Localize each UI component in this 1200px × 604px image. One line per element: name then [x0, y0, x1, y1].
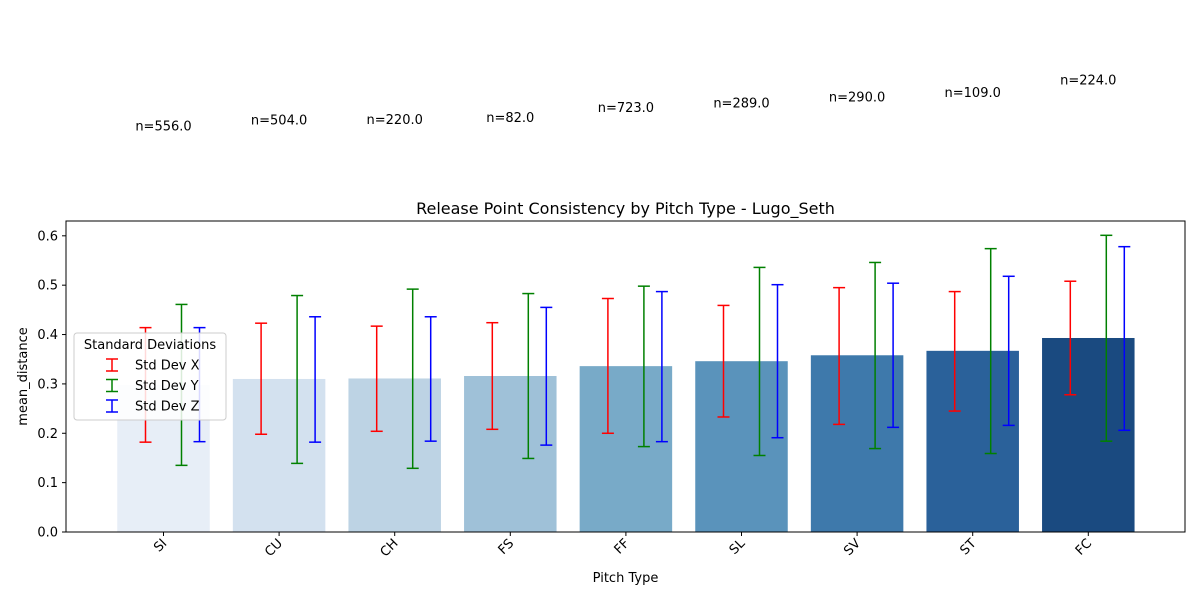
bar-cu [232, 378, 326, 532]
x-tick-label-fs: FS [496, 536, 518, 558]
y-tick-label: 0.4 [37, 328, 58, 343]
y-tick-label: 0.2 [37, 427, 58, 442]
x-tick-label-cu: CU [262, 536, 286, 560]
errorbar-std-dev-y-sv [869, 261, 882, 450]
count-label-si: n=556.0 [135, 120, 191, 135]
y-tick-label: 0.0 [37, 526, 58, 541]
errorbar-std-dev-z-st [1002, 275, 1015, 427]
count-label-fc: n=224.0 [1060, 74, 1116, 89]
count-labels: n=556.0 n=504.0 n=220.0 n=82.0 n=723.0 n=289.… [135, 74, 1116, 135]
count-label-sv: n=290.0 [829, 91, 885, 106]
legend-item-std-dev-z: Std Dev Z [106, 399, 200, 415]
bars [117, 337, 1135, 532]
errorbar-std-dev-z-ch [424, 316, 437, 442]
x-tick-label-fc: FC [1073, 536, 1095, 558]
errorbar-std-dev-z-cu [309, 316, 322, 443]
x-tick-label-sl: SL [727, 536, 749, 558]
y-tick-label: 0.6 [37, 229, 58, 244]
bar-sv [810, 355, 904, 532]
legend-item-std-dev-x: Std Dev X [106, 358, 200, 374]
errorbar-std-dev-x-fs [486, 321, 499, 431]
y-axis: 0.0 0.1 0.2 0.3 0.4 0.5 0.6 [37, 229, 66, 541]
count-label-ch: n=220.0 [367, 113, 423, 128]
errorbar-std-dev-y-st [984, 247, 997, 455]
errorbar-std-dev-x-sl [717, 304, 730, 418]
errorbar-std-dev-x-sv [833, 286, 846, 426]
errorbar-std-dev-z-fs [540, 306, 553, 446]
errorbar-std-dev-z-sl [771, 283, 784, 439]
legend-label: Std Dev X [135, 359, 200, 374]
bar-fs [464, 376, 557, 532]
errorbar-std-dev-y-fc [1100, 234, 1113, 442]
errorbar-std-dev-x-ff [601, 297, 614, 435]
legend-title: Standard Deviations [84, 338, 216, 353]
errorbar-std-dev-y-sl [753, 266, 766, 457]
errorbar-std-dev-y-ch [406, 288, 419, 470]
legend-box [73, 332, 227, 421]
errorbar-std-dev-y-cu [291, 294, 304, 465]
x-tick-label-si: SI [151, 536, 170, 555]
legend-label: Std Dev Y [135, 379, 199, 394]
y-tick-label: 0.5 [37, 279, 58, 294]
y-axis-label: mean_distance [16, 327, 31, 425]
error-bars [139, 234, 1131, 470]
count-label-st: n=109.0 [945, 86, 1001, 101]
y-tick-label: 0.3 [37, 377, 58, 392]
legend-label: Std Dev Z [135, 400, 200, 415]
errorbar-std-dev-x-ch [370, 325, 383, 433]
errorbar-std-dev-x-cu [255, 322, 268, 436]
bar-sl [695, 361, 788, 532]
x-axis: SI CU CH FS FF SL SV ST FC [151, 532, 1095, 560]
errorbar-std-dev-z-fc [1118, 245, 1131, 432]
count-label-ff: n=723.0 [598, 101, 654, 116]
x-tick-label-sv: SV [841, 536, 864, 559]
bar-st [926, 350, 1019, 532]
bar-ff [579, 366, 673, 532]
errorbar-std-dev-y-fs [522, 292, 535, 460]
errorbar-std-dev-y-ff [637, 285, 650, 448]
legend-item-std-dev-y: Std Dev Y [106, 378, 199, 394]
chart-title: Release Point Consistency by Pitch Type … [416, 199, 835, 219]
bar-fc [1042, 337, 1135, 532]
errorbar-std-dev-z-ff [655, 290, 668, 443]
count-label-cu: n=504.0 [251, 114, 307, 129]
x-tick-label-ff: FF [612, 536, 633, 557]
errorbar-std-dev-x-st [948, 290, 961, 412]
count-label-fs: n=82.0 [486, 111, 534, 126]
x-tick-label-st: ST [957, 536, 979, 558]
count-label-sl: n=289.0 [713, 96, 769, 111]
errorbar-std-dev-x-fc [1064, 280, 1077, 396]
x-axis-label: Pitch Type [593, 571, 659, 586]
legend: Standard Deviations Std Dev X Std Dev Y Std… [73, 332, 227, 421]
bar-ch [348, 378, 441, 532]
y-tick-label: 0.1 [37, 476, 58, 491]
errorbar-std-dev-z-sv [887, 282, 900, 429]
x-tick-label-ch: CH [378, 536, 402, 560]
